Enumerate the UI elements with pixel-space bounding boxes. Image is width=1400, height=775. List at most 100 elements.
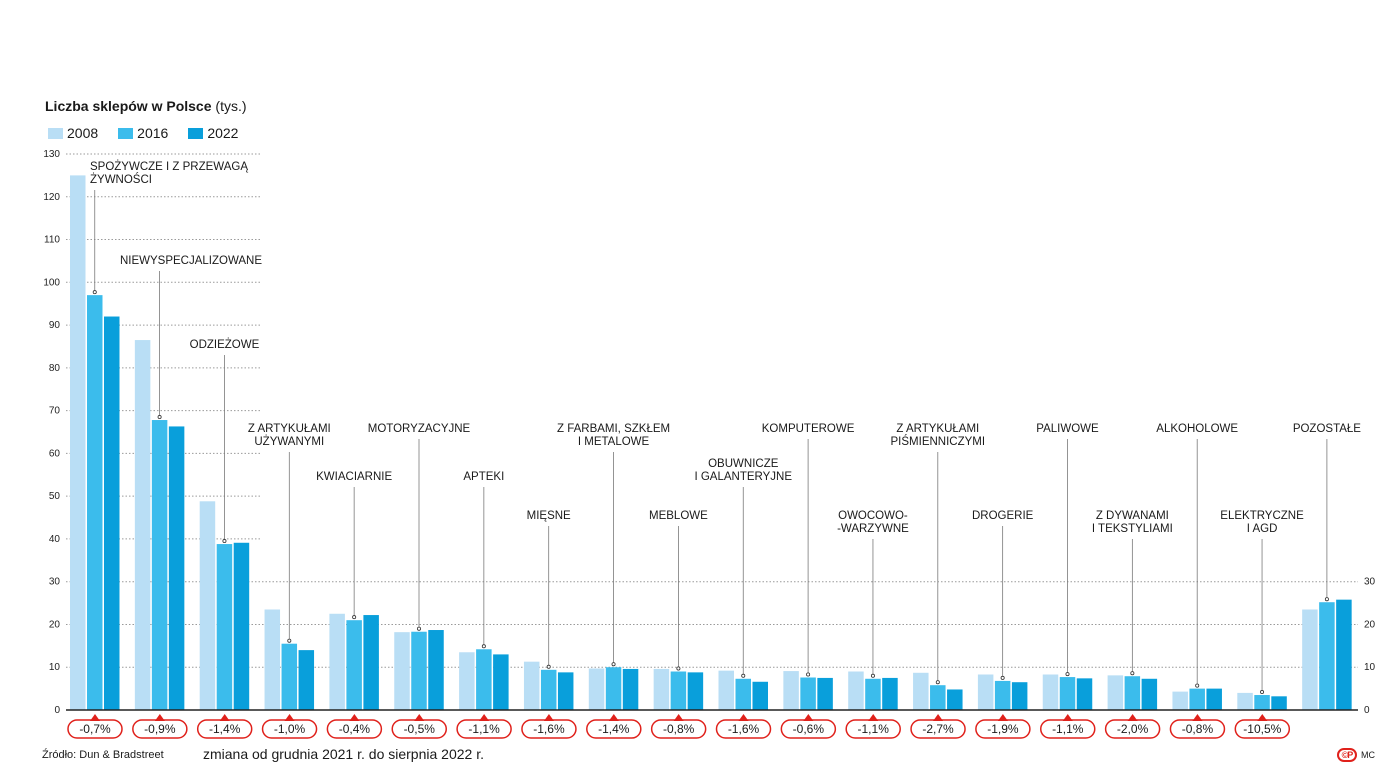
legend-item-2022: 2022: [188, 125, 238, 141]
category-label-18: ELEKTRYCZNE I AGD: [1220, 510, 1304, 535]
category-label-7: MIĘSNE: [527, 510, 571, 522]
legend-label-2008: 2008: [67, 125, 99, 141]
bar-2008-10: [718, 670, 734, 710]
bar-2022-18: [1271, 696, 1287, 710]
change-badge-arrow-18: [1257, 714, 1268, 721]
bar-2008-12: [848, 671, 864, 710]
right-y-tick-label-30: 30: [1364, 577, 1376, 588]
category-label-13: Z ARTYKUŁAMI PIŚMIENNICZYMI: [891, 423, 986, 448]
bar-2016-17: [1189, 688, 1205, 710]
leader-dot-11: [806, 672, 811, 677]
legend-swatch-2022: [188, 127, 204, 139]
bar-2016-6: [476, 649, 492, 710]
bar-2016-4: [346, 620, 362, 710]
bar-2022-5: [428, 630, 444, 710]
change-badge-arrow-17: [1192, 714, 1203, 721]
category-label-17: ALKOHOLOWE: [1156, 423, 1238, 435]
publisher-logo: ©P MC: [1337, 748, 1375, 762]
y-tick-label-100: 100: [43, 277, 60, 288]
bar-2008-18: [1237, 692, 1253, 710]
chart-title-unit: (tys.): [215, 98, 247, 114]
bar-2016-1: [151, 420, 168, 710]
change-value-13: -2,7%: [922, 722, 954, 736]
legend: 2008 2016 2022: [48, 125, 238, 141]
bar-2008-1: [134, 340, 151, 710]
y-tick-label-0: 0: [54, 705, 60, 716]
bar-2022-0: [104, 316, 120, 710]
bar-2008-16: [1107, 675, 1124, 710]
source-note: Źródło: Dun & Bradstreet: [42, 749, 164, 761]
category-label-6: APTEKI: [463, 471, 504, 483]
y-tick-label-50: 50: [49, 491, 61, 502]
change-value-17: -0,8%: [1182, 722, 1214, 736]
change-value-11: -0,6%: [793, 722, 825, 736]
y-tick-label-110: 110: [44, 235, 60, 246]
bar-2016-16: [1124, 676, 1141, 710]
change-badge-arrow-4: [349, 714, 360, 721]
leader-dot-5: [416, 626, 421, 631]
change-value-6: -1,1%: [468, 722, 500, 736]
leader-dot-7: [546, 664, 551, 669]
leader-dot-14: [1000, 675, 1005, 680]
category-label-15: PALIWOWE: [1036, 423, 1099, 435]
bar-2008-13: [913, 672, 929, 710]
bar-2016-14: [994, 680, 1011, 710]
y-tick-label-90: 90: [49, 320, 61, 331]
category-label-19: POZOSTAŁE: [1293, 423, 1361, 435]
legend-label-2022: 2022: [207, 125, 239, 141]
change-badge-arrow-6: [479, 714, 490, 721]
bar-2008-8: [588, 668, 605, 710]
y-tick-label-130: 130: [43, 149, 60, 160]
leader-dot-2: [222, 539, 227, 544]
change-badge-arrow-15: [1062, 714, 1073, 721]
bar-2016-0: [87, 295, 103, 710]
leader-dot-19: [1324, 597, 1329, 602]
change-badge-arrow-5: [414, 714, 425, 721]
right-y-tick-label-20: 20: [1364, 619, 1376, 630]
bar-2016-15: [1059, 677, 1076, 710]
leader-dot-17: [1195, 683, 1200, 688]
bar-2008-11: [783, 671, 799, 710]
change-badge-arrow-8: [608, 714, 619, 721]
leader-dot-12: [870, 673, 875, 678]
change-value-8: -1,4%: [598, 722, 630, 736]
y-tick-label-120: 120: [43, 192, 60, 203]
change-value-18: -10,5%: [1243, 722, 1281, 736]
change-badge-arrow-13: [933, 714, 944, 721]
leader-dot-4: [352, 615, 357, 620]
bar-2008-15: [1042, 674, 1059, 710]
change-value-16: -2,0%: [1117, 722, 1149, 736]
bar-2022-10: [752, 681, 768, 710]
category-label-16: Z DYWANAMI I TEKSTYLIAMI: [1092, 510, 1173, 535]
chart-title-main: Liczba sklepów w Polsce: [45, 98, 212, 114]
bar-2008-5: [394, 632, 410, 710]
bar-2022-16: [1141, 678, 1158, 710]
chart-title: Liczba sklepów w Polsce (tys.): [45, 98, 247, 114]
category-label-9: MEBLOWE: [649, 510, 708, 522]
bar-2008-6: [459, 652, 475, 710]
leader-dot-13: [935, 680, 940, 685]
bar-2022-13: [947, 689, 963, 710]
change-badge-arrow-3: [284, 714, 295, 721]
right-y-tick-label-10: 10: [1364, 662, 1376, 673]
category-label-11: KOMPUTEROWE: [762, 423, 855, 435]
bar-2008-14: [977, 674, 994, 710]
bar-2016-8: [605, 667, 622, 710]
change-value-5: -0,5%: [404, 722, 436, 736]
change-value-4: -0,4%: [339, 722, 371, 736]
category-label-8: Z FARBAMI, SZKŁEM I METALOWE: [557, 423, 670, 448]
y-tick-label-70: 70: [49, 406, 61, 417]
bar-2016-10: [735, 678, 751, 710]
y-tick-label-80: 80: [49, 363, 61, 374]
leader-dot-9: [676, 666, 681, 671]
bar-2008-0: [70, 175, 86, 710]
change-badge-arrow-1: [154, 714, 165, 721]
bar-2022-12: [882, 677, 898, 710]
category-label-14: DROGERIE: [972, 510, 1034, 522]
right-y-tick-label-0: 0: [1364, 705, 1370, 716]
category-label-5: MOTORYZACYJNE: [368, 423, 471, 435]
change-badge-arrow-16: [1127, 714, 1138, 721]
bar-2016-18: [1254, 695, 1270, 710]
bar-2022-7: [557, 672, 574, 710]
